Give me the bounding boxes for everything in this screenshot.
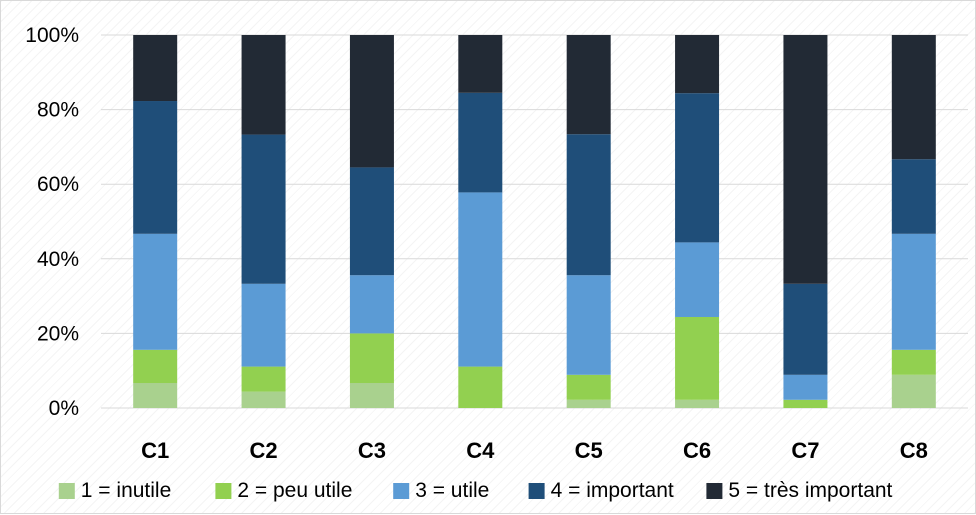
legend-label: 4 = important xyxy=(551,479,674,502)
gridlines xyxy=(101,34,968,409)
legend-item: 1 = inutile xyxy=(58,479,171,502)
bar-segment-c5-s1 xyxy=(566,399,611,408)
bar-segment-c2-s2 xyxy=(241,366,286,392)
x-category-label: C8 xyxy=(900,438,928,463)
legend-item: 2 = peu utile xyxy=(215,479,352,502)
x-category-label: C6 xyxy=(683,438,711,463)
y-tick-label: 0% xyxy=(49,397,79,420)
legend: 1 = inutile 2 = peu utile 3 = utile 4 = imp… xyxy=(58,479,893,502)
bar-segment-c2-s1 xyxy=(241,391,286,408)
bar-segment-c6-s4 xyxy=(675,93,720,243)
legend-swatch xyxy=(215,483,232,499)
bar-segment-c3-s2 xyxy=(349,333,394,384)
y-tick-label: 60% xyxy=(37,173,79,196)
legend-label: 3 = utile xyxy=(415,479,489,502)
bar-segment-c8-s5 xyxy=(891,35,936,160)
legend-swatch xyxy=(393,483,410,499)
bar-segment-c6-s5 xyxy=(675,35,720,94)
y-tick-label: 100% xyxy=(25,24,79,47)
bar-segment-c6-s3 xyxy=(675,242,720,317)
bar-segment-c4-s3 xyxy=(458,192,503,367)
legend-item: 5 = très important xyxy=(706,479,893,502)
bar-segment-c2-s4 xyxy=(241,134,286,284)
x-category-label: C5 xyxy=(575,438,603,463)
bar-segment-c5-s4 xyxy=(566,134,611,276)
x-category-label: C7 xyxy=(791,438,819,463)
x-category-label: C4 xyxy=(466,438,495,463)
bar-segment-c7-s5 xyxy=(783,35,828,284)
x-category-label: C2 xyxy=(250,438,278,463)
bar-segment-c1-s4 xyxy=(133,101,178,234)
bar-segment-c6-s1 xyxy=(675,399,720,408)
bar-segment-c7-s3 xyxy=(783,374,828,400)
legend-swatch xyxy=(706,483,723,499)
bar-segment-c5-s2 xyxy=(566,374,611,400)
bar-segment-c3-s3 xyxy=(349,275,394,334)
bar-segment-c2-s5 xyxy=(241,35,286,135)
y-tick-label: 20% xyxy=(37,322,79,345)
bar-segment-c7-s2 xyxy=(783,399,828,408)
legend-label: 1 = inutile xyxy=(81,479,171,502)
bar-segment-c4-s4 xyxy=(458,92,503,193)
legend-label: 5 = très important xyxy=(728,479,892,502)
bar-segment-c8-s1 xyxy=(891,374,936,408)
bar-segment-c8-s2 xyxy=(891,349,936,375)
bar-segment-c3-s4 xyxy=(349,167,394,276)
legend-swatch xyxy=(528,483,545,499)
bar-segment-c6-s2 xyxy=(675,316,720,400)
x-category-label: C3 xyxy=(358,438,386,463)
y-tick-label: 40% xyxy=(37,248,79,271)
legend-item: 3 = utile xyxy=(393,479,489,502)
bar-segment-c1-s5 xyxy=(133,35,178,102)
x-axis-categories: C1 C2 C3 C4 C5 C6 C7 C8 xyxy=(141,438,928,463)
bar-segment-c8-s3 xyxy=(891,233,936,350)
legend-item: 4 = important xyxy=(528,479,674,502)
bar-segment-c4-s2 xyxy=(458,366,503,408)
bar-segment-c1-s3 xyxy=(133,233,178,350)
bars xyxy=(133,35,936,408)
bar-segment-c1-s2 xyxy=(133,349,178,384)
legend-swatch xyxy=(58,483,75,499)
y-axis-ticks: 0% 20% 40% 60% 80% 100% xyxy=(25,24,79,420)
bar-segment-c3-s5 xyxy=(349,35,394,168)
bar-segment-c1-s1 xyxy=(133,383,178,408)
x-category-label: C1 xyxy=(141,438,169,463)
y-tick-label: 80% xyxy=(37,99,79,122)
bar-segment-c5-s3 xyxy=(566,275,611,375)
bar-segment-c7-s4 xyxy=(783,283,828,375)
legend-label: 2 = peu utile xyxy=(237,479,352,502)
bar-segment-c4-s5 xyxy=(458,35,503,93)
bar-segment-c3-s1 xyxy=(349,383,394,408)
bar-segment-c8-s4 xyxy=(891,159,936,234)
bar-segment-c5-s5 xyxy=(566,35,611,135)
bar-segment-c2-s3 xyxy=(241,283,286,367)
